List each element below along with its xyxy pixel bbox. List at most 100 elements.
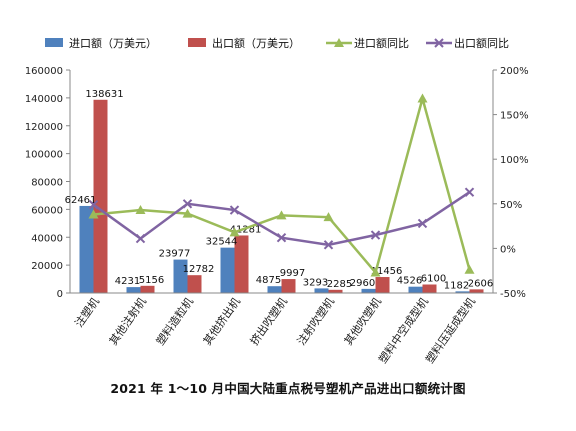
bar-export	[469, 289, 484, 293]
x-tick-label: 注射吹塑机	[294, 295, 337, 348]
bar-label-import: 4526	[397, 276, 422, 287]
bar-export	[93, 99, 108, 293]
marker-triangle-import-yoy	[135, 205, 146, 215]
bar-label-import: 4231	[115, 276, 140, 287]
line-series	[88, 93, 475, 277]
marker-stroke	[182, 199, 193, 209]
legend-swatch	[45, 38, 63, 47]
line-import-yoy	[93, 93, 471, 276]
legend-label: 出口额同比	[454, 36, 509, 50]
left-tick-label: 0	[57, 289, 63, 300]
x-tick-label: 塑料造粒机	[153, 295, 196, 348]
right-tick-label: -50%	[500, 289, 526, 300]
marker-triangle-import-yoy	[229, 227, 240, 237]
legend-item: 出口额（万美元）	[188, 36, 300, 50]
bar-label-import: 3293	[303, 277, 328, 288]
bar-label-export: 5156	[139, 275, 164, 286]
bar-import	[361, 288, 376, 293]
marker-x-export-yoy	[323, 240, 334, 250]
left-tick-label: 40000	[31, 233, 63, 244]
bar-label-import: 62461	[65, 195, 97, 206]
legend-label: 进口额（万美元）	[69, 37, 157, 50]
legend-swatch	[188, 38, 206, 47]
x-axis: 注塑机 其他注射机 塑料造粒机 其他挤出机 挤出吹塑机 注射吹塑机 其他吹塑机塑料中空成型机…	[70, 292, 493, 366]
bar-import	[173, 259, 188, 293]
marker-stroke	[417, 218, 428, 229]
right-tick-label: 200%	[500, 66, 529, 77]
bar-export	[187, 275, 202, 293]
marker-stroke	[88, 199, 99, 210]
legend-label: 出口额（万美元）	[212, 36, 300, 50]
marker-triangle-import-yoy	[276, 210, 287, 220]
marker-stroke	[135, 233, 146, 244]
chart-caption: 2021 年 1～10 月中国大陆重点税号塑机产品进出口额统计图	[110, 381, 466, 396]
left-tick-label: 100000	[25, 150, 63, 161]
bar-label-import: 32544	[206, 237, 238, 248]
bar-export	[328, 289, 343, 293]
marker-stroke	[229, 205, 240, 215]
bar-import	[79, 205, 94, 293]
bar-label-import: 4875	[256, 275, 281, 286]
x-tick-label: 塑料中空成型机	[375, 295, 431, 366]
bar-label-import: 1182	[444, 280, 469, 291]
legend-item: 进口额（万美元）	[45, 37, 157, 50]
bar-export	[281, 279, 296, 293]
bar-export	[422, 284, 437, 293]
bar-export	[140, 285, 155, 293]
bar-label-export: 138631	[85, 89, 123, 100]
bar-export	[234, 235, 249, 293]
bar-label-export: 41281	[230, 224, 262, 235]
bar-import	[220, 247, 235, 293]
bar-label-export: 2285	[327, 279, 352, 290]
x-tick-label: 其他注射机	[106, 295, 149, 348]
bar-export	[375, 277, 390, 293]
x-tick-label: 塑料压延成型机	[422, 295, 478, 366]
bar-label-import: 2960	[350, 278, 375, 289]
left-tick-label: 80000	[31, 178, 63, 189]
left-tick-label: 120000	[25, 122, 63, 133]
legend-item: 进口额同比	[326, 37, 409, 50]
legend-marker	[334, 38, 344, 47]
bar-import	[126, 287, 141, 293]
bar-label-export: 11456	[371, 266, 403, 277]
marker-stroke	[464, 187, 475, 197]
marker-triangle-import-yoy	[370, 267, 381, 277]
left-tick-label: 140000	[25, 94, 63, 105]
marker-x-export-yoy	[182, 199, 193, 209]
left-tick-label: 60000	[31, 205, 63, 216]
right-tick-label: 0%	[500, 244, 516, 255]
legend-item: 出口额同比	[426, 36, 509, 50]
chart-legend: 进口额（万美元） 出口额（万美元） 进口额同比 出口额同比	[45, 36, 509, 50]
marker-stroke	[323, 240, 334, 250]
bar-label-export: 9997	[280, 268, 305, 279]
marker-stroke	[276, 232, 287, 243]
bar-label-export: 2606	[468, 278, 493, 289]
legend-label: 进口额同比	[354, 37, 409, 50]
marker-x-export-yoy	[417, 218, 428, 229]
marker-triangle-import-yoy	[88, 209, 99, 219]
right-tick-label: 50%	[500, 200, 522, 211]
bar-import	[455, 291, 470, 293]
bar-import	[314, 288, 329, 293]
x-tick-label: 其他吹塑机	[341, 295, 384, 348]
bar-import	[408, 286, 423, 293]
marker-triangle-import-yoy	[323, 212, 334, 222]
marker-triangle-import-yoy	[417, 93, 428, 103]
marker-x-export-yoy	[229, 205, 240, 215]
marker-triangle-import-yoy	[182, 208, 193, 218]
bar-label-import: 23977	[159, 249, 191, 260]
bar-import	[267, 286, 282, 293]
right-y-axis: -50% 0% 50% 100% 150% 200%	[492, 66, 529, 300]
marker-x-export-yoy	[464, 187, 475, 197]
right-tick-label: 100%	[500, 155, 529, 166]
left-tick-label: 20000	[31, 261, 63, 272]
left-y-axis: 0 20000 40000 60000 80000 100000 120000 140000 1…	[25, 66, 71, 300]
marker-x-export-yoy	[276, 232, 287, 243]
x-tick-label: 其他挤出机	[200, 295, 243, 348]
right-tick-label: 150%	[500, 111, 529, 122]
marker-x-export-yoy	[88, 199, 99, 210]
marker-triangle-import-yoy	[464, 264, 475, 274]
bar-label-export: 12782	[183, 264, 215, 275]
